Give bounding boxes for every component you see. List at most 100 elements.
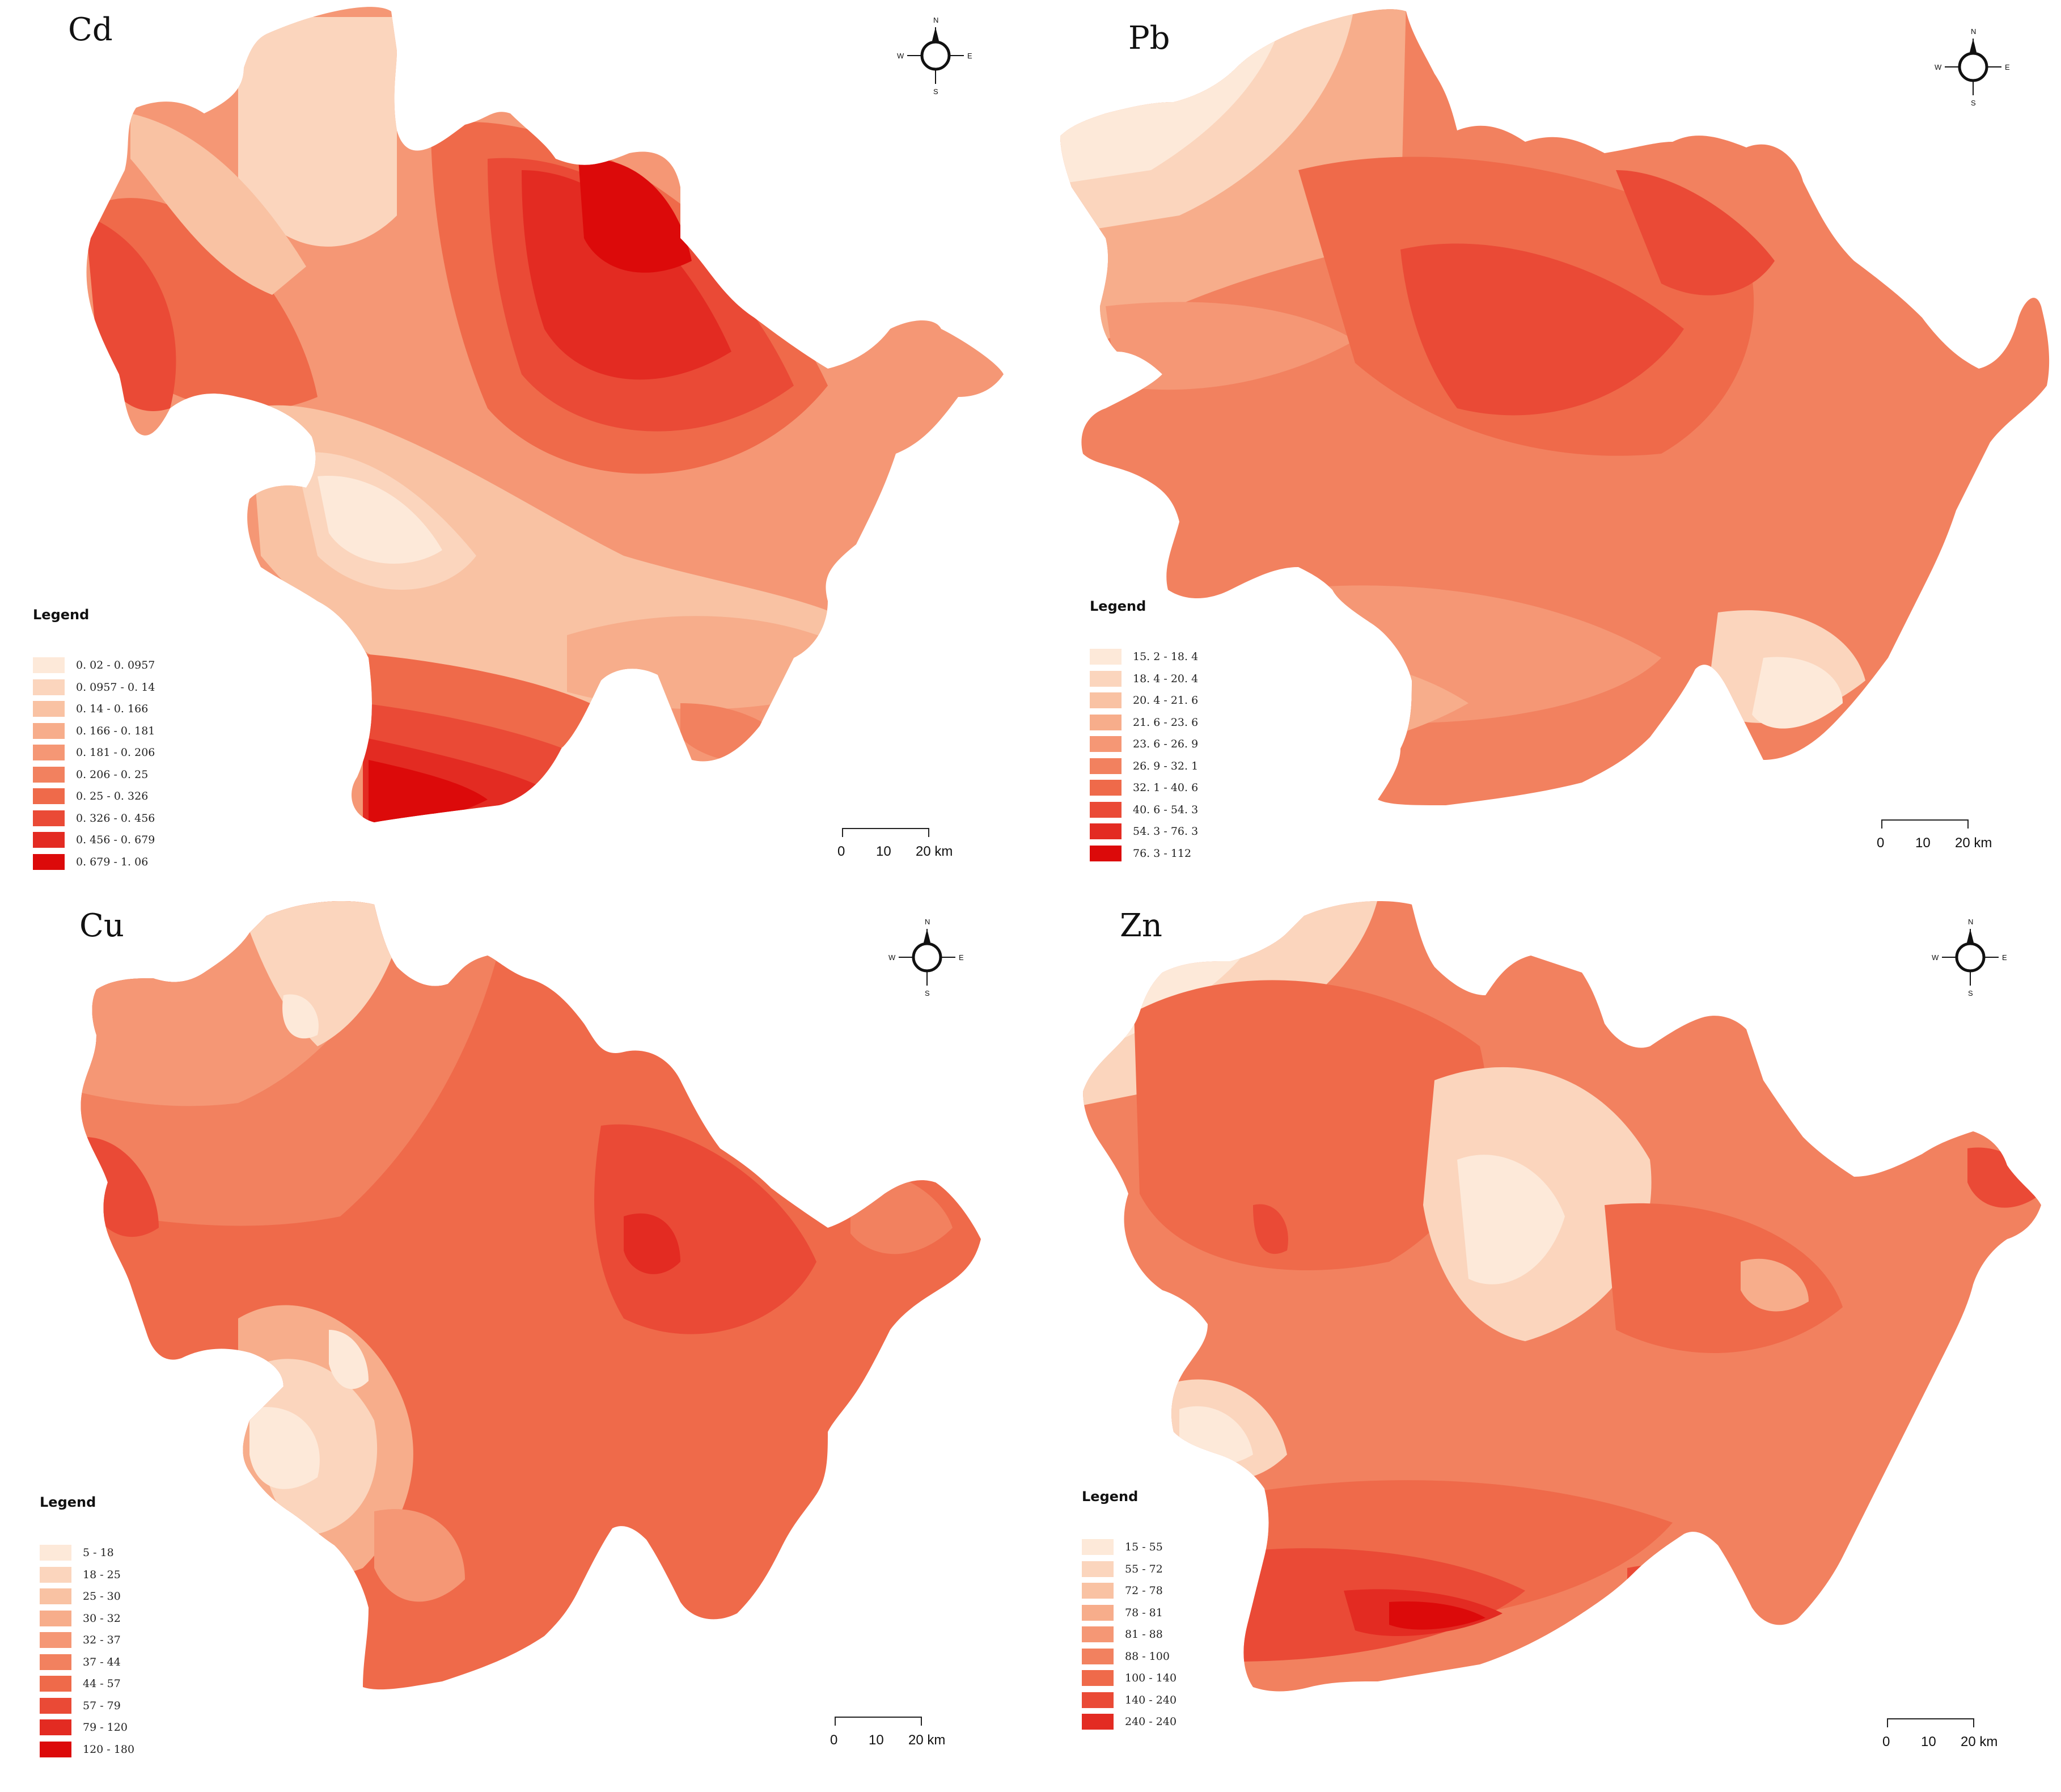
legend-label: 0. 166 - 0. 181 (76, 724, 155, 737)
legend-item: 0. 14 - 0. 166 (33, 698, 155, 720)
legend-title: Legend (40, 1494, 96, 1510)
legend-label: 26. 9 - 32. 1 (1133, 759, 1199, 772)
legend-item: 26. 9 - 32. 1 (1090, 755, 1198, 777)
scale-tick-20: 20 km (1961, 1734, 1998, 1749)
legend-label: 120 - 180 (83, 1743, 135, 1756)
compass-icon: N S E W (888, 918, 964, 998)
legend-label: 32. 1 - 40. 6 (1133, 781, 1199, 794)
legend-swatch (33, 657, 65, 674)
legend-item: 15 - 55 (1082, 1536, 1176, 1558)
legend-item: 76. 3 - 112 (1090, 843, 1198, 865)
legend-item: 57 - 79 (40, 1695, 134, 1717)
legend-item: 140 - 240 (1082, 1689, 1176, 1711)
compass-n-label: N (1971, 27, 1976, 36)
legend-swatch (33, 679, 65, 695)
map-legend: Legend 0. 02 - 0. 0957 0. 0957 - 0. 14 0. … (33, 607, 155, 873)
legend-title: Legend (1082, 1489, 1139, 1504)
legend-item: 0. 25 - 0. 326 (33, 785, 155, 808)
legend-label: 23. 6 - 26. 9 (1133, 738, 1199, 751)
legend-item: 88 - 100 (1082, 1646, 1176, 1668)
legend-label: 25 - 30 (83, 1590, 121, 1603)
legend-swatch (1082, 1648, 1114, 1664)
legend-label: 0. 14 - 0. 166 (76, 703, 149, 716)
legend-label: 78 - 81 (1125, 1606, 1163, 1619)
legend-item: 44 - 57 (40, 1673, 134, 1695)
legend-item: 120 - 180 (40, 1739, 134, 1761)
legend-label: 20. 4 - 21. 6 (1133, 694, 1199, 707)
legend-item: 21. 6 - 23. 6 (1090, 712, 1198, 734)
legend-swatch (40, 1654, 71, 1670)
legend-label: 44 - 57 (83, 1677, 121, 1690)
north-arrow-compass: N S E W (1933, 23, 2013, 108)
legend-label: 76. 3 - 112 (1133, 847, 1192, 860)
map-title: Zn (1120, 907, 1162, 944)
legend-label: 100 - 140 (1125, 1672, 1177, 1685)
legend-swatch (1082, 1670, 1114, 1687)
compass-e-label: E (2002, 953, 2007, 962)
scale-tick-10: 10 (869, 1732, 884, 1748)
legend-label: 54. 3 - 76. 3 (1133, 825, 1199, 838)
scale-bar: 0 10 20 km (1881, 1718, 2040, 1758)
legend-item: 55 - 72 (1082, 1558, 1176, 1580)
legend-swatch (33, 766, 65, 783)
legend-swatch (1082, 1714, 1114, 1730)
legend-swatch (40, 1632, 71, 1649)
legend-swatch (33, 810, 65, 826)
compass-s-label: S (1971, 99, 1976, 107)
legend-label: 5 - 18 (83, 1546, 114, 1559)
scale-bar: 0 10 20 km (1876, 819, 2034, 859)
legend-swatch (1090, 736, 1122, 753)
legend-item: 81 - 88 (1082, 1624, 1176, 1646)
legend-swatch (1090, 692, 1122, 709)
compass-s-label: S (925, 989, 930, 998)
legend-label: 15 - 55 (1125, 1541, 1163, 1554)
map-legend: Legend 5 - 18 18 - 25 25 - 30 30 - 32 32 - 3… (40, 1494, 134, 1760)
legend-swatch (1082, 1626, 1114, 1643)
legend-label: 0. 0957 - 0. 14 (76, 681, 155, 694)
legend-item: 25 - 30 (40, 1586, 134, 1608)
scale-tick-0: 0 (837, 844, 845, 859)
legend-rows: 5 - 18 18 - 25 25 - 30 30 - 32 32 - 37 37 - 4… (40, 1542, 134, 1760)
legend-item: 18 - 25 (40, 1564, 134, 1586)
legend-swatch (40, 1741, 71, 1757)
legend-title: Legend (33, 607, 90, 623)
legend-swatch (40, 1566, 71, 1583)
legend-item: 0. 206 - 0. 25 (33, 764, 155, 786)
map-panel-pb: Pb N S E W Legend 15. 2 - 18. 4 18. 4 - 2… (1038, 0, 2058, 890)
legend-swatch (33, 788, 65, 805)
scale-bar-line (1881, 819, 1969, 829)
legend-swatch (40, 1719, 71, 1736)
legend-label: 0. 25 - 0. 326 (76, 790, 149, 803)
legend-swatch (1082, 1561, 1114, 1577)
legend-item: 32 - 37 (40, 1629, 134, 1651)
legend-swatch (1090, 758, 1122, 774)
map-title: Pb (1128, 20, 1170, 57)
legend-item: 5 - 18 (40, 1542, 134, 1564)
legend-swatch (1082, 1692, 1114, 1708)
legend-label: 18 - 25 (83, 1568, 121, 1581)
legend-label: 240 - 240 (1125, 1715, 1177, 1728)
legend-label: 88 - 100 (1125, 1650, 1170, 1663)
legend-swatch (1090, 845, 1122, 861)
legend-item: 0. 02 - 0. 0957 (33, 654, 155, 677)
compass-n-label: N (933, 16, 938, 24)
legend-swatch (1090, 801, 1122, 818)
legend-title: Legend (1090, 598, 1146, 614)
legend-item: 0. 166 - 0. 181 (33, 720, 155, 742)
legend-swatch (1082, 1604, 1114, 1621)
legend-label: 81 - 88 (1125, 1628, 1163, 1641)
compass-s-label: S (933, 87, 938, 96)
legend-label: 15. 2 - 18. 4 (1133, 650, 1199, 663)
legend-swatch (40, 1610, 71, 1626)
compass-icon: N S E W (1935, 27, 2010, 107)
legend-label: 37 - 44 (83, 1655, 121, 1668)
compass-w-label: W (897, 52, 904, 60)
scale-tick-0: 0 (1882, 1734, 1890, 1749)
legend-item: 0. 326 - 0. 456 (33, 808, 155, 830)
scale-tick-0: 0 (1877, 835, 1885, 851)
map-title: Cu (79, 907, 124, 944)
compass-icon: N S E W (1932, 918, 2007, 998)
north-arrow-compass: N S E W (896, 11, 975, 96)
compass-e-label: E (967, 52, 972, 60)
legend-label: 0. 02 - 0. 0957 (76, 659, 155, 672)
